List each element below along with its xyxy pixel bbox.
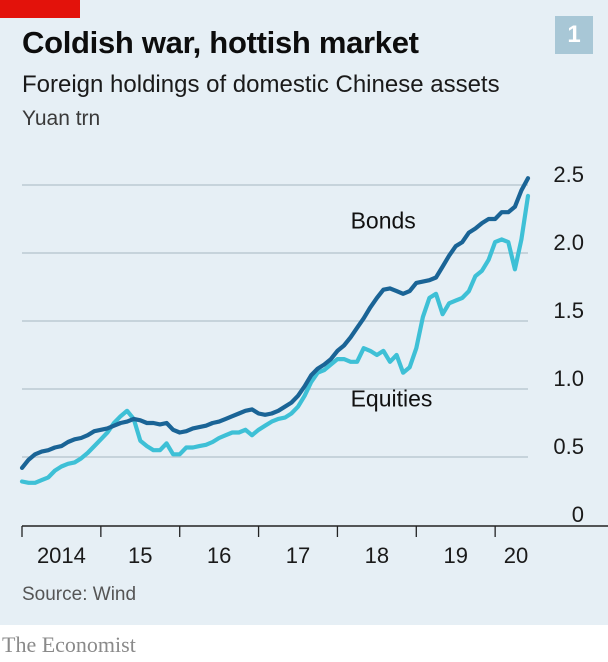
- y-tick-label-0: 0: [572, 502, 584, 527]
- footer-strip: [0, 625, 608, 662]
- series-annotations: Bonds Equities: [351, 208, 433, 412]
- y-tick-label-5: 2.5: [553, 162, 584, 187]
- x-tick-label-6: 20: [504, 543, 528, 568]
- series-line-equities: [19, 193, 531, 485]
- x-tick-label-3: 17: [286, 543, 310, 568]
- y-axis-unit-label: Yuan trn: [22, 107, 101, 130]
- x-tick-label-0: 2014: [37, 543, 86, 568]
- chart-subtitle: Foreign holdings of domestic Chinese ass…: [22, 71, 500, 98]
- y-tick-label-2: 1.0: [553, 366, 584, 391]
- x-tick-label-5: 19: [443, 543, 467, 568]
- series-label-equities: Equities: [351, 386, 433, 412]
- source-note: Source: Wind: [22, 584, 137, 605]
- series-line-bonds: [19, 176, 531, 470]
- y-tick-labels: 0 0.5 1.0 1.5 2.0 2.5: [553, 162, 584, 527]
- y-tick-label-4: 2.0: [553, 230, 584, 255]
- series-label-bonds: Bonds: [351, 208, 416, 234]
- y-tick-label-1: 0.5: [553, 434, 584, 459]
- x-axis: 2014 15 16 17 18 19 20: [21, 525, 608, 568]
- x-tick-label-2: 16: [207, 543, 231, 568]
- x-tick-label-4: 18: [365, 543, 389, 568]
- series-lines: [19, 176, 531, 485]
- chart-number-badge: 1: [555, 16, 593, 54]
- chart-title: Coldish war, hottish market: [22, 25, 419, 60]
- gridlines: [22, 184, 528, 458]
- y-tick-label-3: 1.5: [553, 298, 584, 323]
- brand-red-tag: [0, 0, 80, 18]
- publisher-brand: The Economist: [2, 632, 136, 657]
- x-tick-label-1: 15: [128, 543, 152, 568]
